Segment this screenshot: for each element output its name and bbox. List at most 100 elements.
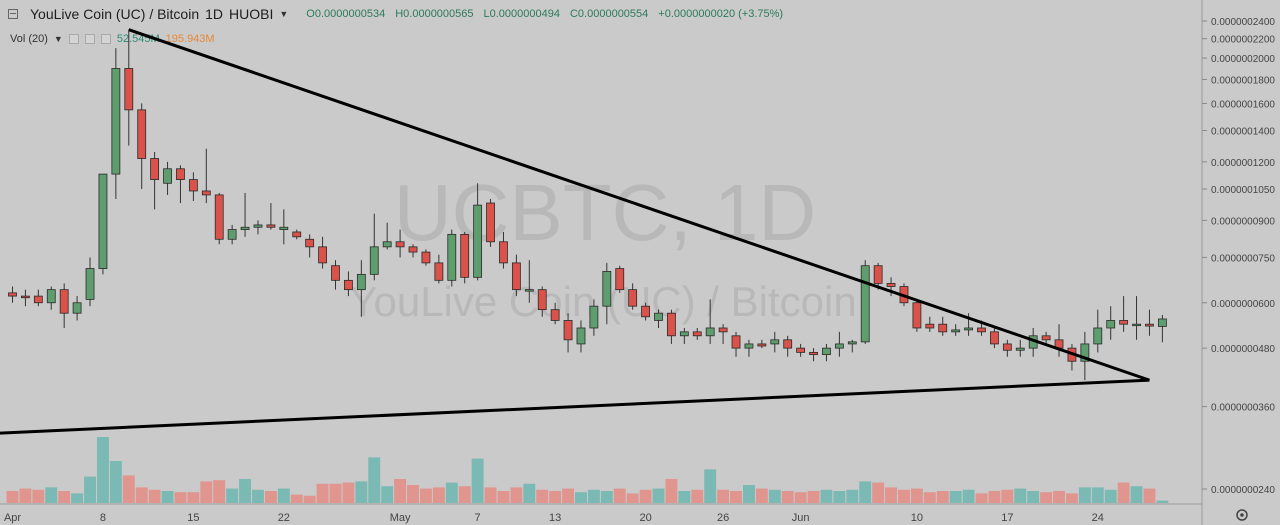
volume-bar [394, 479, 407, 503]
candle-body [563, 320, 573, 341]
chevron-down-icon[interactable]: ▼ [279, 9, 289, 19]
volume-bar [71, 493, 84, 503]
candle [912, 299, 922, 332]
volume-value-b: 195.943M [165, 33, 215, 45]
candle-body [188, 179, 198, 192]
candle-body [395, 241, 405, 248]
volume-bar [510, 487, 523, 503]
volume-bar [161, 491, 174, 503]
candle-body [137, 109, 147, 159]
collapse-icon[interactable] [8, 9, 18, 19]
candle [344, 271, 353, 297]
price-tick-label: 0.0000002000 [1211, 54, 1275, 65]
trendline[interactable] [0, 378, 1150, 435]
volume-bar [730, 491, 742, 503]
candle-body [1093, 327, 1103, 345]
volume-bar [290, 494, 303, 503]
close-icon[interactable] [100, 34, 111, 44]
chevron-down-icon[interactable]: ▼ [53, 34, 63, 44]
volume-bar [303, 495, 316, 503]
volume-bar [355, 481, 368, 503]
candle-body [124, 68, 134, 111]
volume-bar [807, 491, 820, 503]
candle [602, 262, 612, 325]
volume-label[interactable]: Vol (20) [10, 33, 48, 45]
symbol-title-row[interactable]: YouLive Coin (UC) / Bitcoin 1D HUOBI ▼ O… [8, 6, 783, 22]
candle [938, 316, 948, 336]
volume-bar [1027, 491, 1040, 503]
volume-bar [58, 491, 71, 503]
volume-bars [6, 437, 1169, 503]
settings-gear-icon[interactable] [1236, 509, 1248, 521]
candle-body [382, 241, 392, 248]
volume-bar [45, 487, 58, 503]
trendline[interactable] [128, 28, 1150, 382]
candle-body [834, 343, 844, 349]
candle-body [860, 265, 870, 343]
candle-body [266, 224, 276, 228]
volume-bar [213, 480, 226, 503]
candle-body [537, 289, 547, 311]
price-tick-label: 0.0000000360 [1211, 403, 1275, 414]
candle [421, 249, 431, 266]
volume-bar [200, 481, 213, 503]
candle-body [524, 289, 534, 292]
candle-body [679, 331, 689, 337]
time-axis[interactable]: Apr 8 15 22 May 7 13 20 26 Jun 10 17 24 [4, 512, 1104, 524]
candle-body [886, 282, 896, 287]
candle-body [550, 309, 560, 321]
candle-body [615, 268, 625, 291]
candle [822, 343, 831, 362]
price-axis[interactable]: 0.0000000240 0.0000000360 0.0000000480 0.00… [1202, 17, 1275, 496]
volume-bar [704, 469, 717, 503]
candle-body [305, 238, 315, 248]
candle [692, 327, 702, 340]
candle [163, 161, 172, 195]
exchange-label[interactable]: HUOBI [229, 6, 274, 22]
candle-body [1106, 320, 1116, 329]
ohlc-high: H0.0000000565 [395, 8, 474, 20]
volume-bar [587, 489, 600, 503]
trendlines[interactable] [0, 28, 1150, 435]
candle [240, 192, 250, 237]
volume-bar [484, 487, 497, 503]
candle-body [85, 268, 95, 300]
candle [1054, 324, 1064, 357]
candle-body [744, 343, 754, 349]
volume-bar [562, 488, 575, 503]
symbol-title[interactable]: YouLive Coin (UC) / Bitcoin [30, 6, 200, 22]
volume-bar [910, 488, 923, 503]
candle [395, 229, 405, 258]
candle [253, 220, 263, 235]
candle [563, 313, 573, 353]
volume-bar [859, 481, 872, 503]
candle-body [473, 204, 483, 278]
interval-label[interactable]: 1D [205, 6, 224, 22]
time-tick-label: 17 [1001, 512, 1013, 524]
volume-bar [1104, 489, 1117, 503]
time-tick-label: 24 [1092, 512, 1104, 524]
ohlc-open: O0.0000000534 [306, 8, 386, 20]
candle [951, 324, 961, 336]
time-tick-label: 8 [100, 512, 106, 524]
settings-icon[interactable] [84, 34, 95, 44]
volume-bar [975, 493, 988, 503]
candle-body [654, 312, 663, 321]
volume-bar [962, 489, 975, 503]
ohlc-close: C0.0000000554 [569, 8, 649, 20]
candle [550, 302, 560, 325]
candle-body [796, 347, 806, 353]
volume-bar [419, 488, 432, 503]
candle [873, 262, 883, 290]
candle [279, 209, 289, 245]
candle [783, 335, 793, 357]
candle-body [628, 289, 638, 307]
candle-body [344, 279, 353, 291]
price-tick-label: 0.0000000900 [1211, 216, 1275, 227]
visibility-icon[interactable] [68, 34, 79, 44]
candle [331, 260, 340, 290]
volume-bar [32, 489, 45, 503]
candle-body [1157, 318, 1167, 327]
volume-bar [794, 492, 807, 503]
